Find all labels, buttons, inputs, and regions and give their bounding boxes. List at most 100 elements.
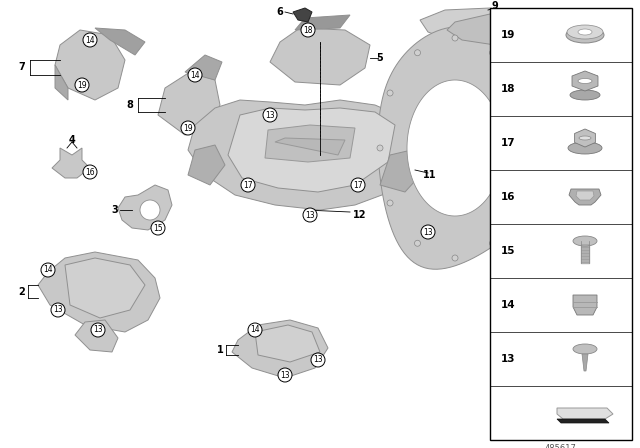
Text: 13: 13 bbox=[423, 228, 433, 237]
Text: 19: 19 bbox=[77, 81, 87, 90]
Text: 7: 7 bbox=[19, 62, 26, 72]
Text: 14: 14 bbox=[190, 70, 200, 79]
Text: 16: 16 bbox=[85, 168, 95, 177]
Polygon shape bbox=[118, 185, 172, 230]
Circle shape bbox=[303, 208, 317, 222]
Polygon shape bbox=[569, 189, 601, 205]
Circle shape bbox=[452, 255, 458, 261]
Polygon shape bbox=[378, 27, 548, 269]
Polygon shape bbox=[295, 15, 350, 30]
Text: 18: 18 bbox=[500, 84, 515, 94]
Text: 2: 2 bbox=[19, 287, 26, 297]
Text: 19: 19 bbox=[501, 30, 515, 40]
Text: 14: 14 bbox=[543, 206, 553, 215]
Text: 16: 16 bbox=[500, 192, 515, 202]
Circle shape bbox=[83, 33, 97, 47]
Polygon shape bbox=[270, 28, 370, 85]
Polygon shape bbox=[52, 148, 90, 178]
Text: 5: 5 bbox=[376, 53, 383, 63]
Polygon shape bbox=[573, 295, 597, 315]
Circle shape bbox=[527, 145, 533, 151]
Polygon shape bbox=[188, 145, 225, 185]
Text: 8: 8 bbox=[127, 100, 133, 110]
Circle shape bbox=[415, 240, 420, 246]
Polygon shape bbox=[525, 208, 555, 242]
Polygon shape bbox=[447, 14, 530, 45]
Circle shape bbox=[541, 203, 555, 217]
Circle shape bbox=[140, 200, 160, 220]
Polygon shape bbox=[420, 8, 550, 48]
Text: 13: 13 bbox=[265, 111, 275, 120]
Text: 13: 13 bbox=[313, 356, 323, 365]
Ellipse shape bbox=[566, 27, 604, 43]
Text: 13: 13 bbox=[305, 211, 315, 220]
Text: 17: 17 bbox=[353, 181, 363, 190]
Circle shape bbox=[51, 303, 65, 317]
Ellipse shape bbox=[568, 142, 602, 154]
Circle shape bbox=[387, 90, 393, 96]
Text: 4: 4 bbox=[68, 135, 76, 145]
Circle shape bbox=[75, 78, 89, 92]
Text: 19: 19 bbox=[183, 124, 193, 133]
Circle shape bbox=[278, 368, 292, 382]
Polygon shape bbox=[576, 191, 594, 200]
Circle shape bbox=[517, 90, 523, 96]
Text: 9: 9 bbox=[492, 1, 499, 11]
Polygon shape bbox=[55, 30, 125, 100]
Text: 20: 20 bbox=[514, 215, 526, 224]
Text: 1: 1 bbox=[216, 345, 223, 355]
Circle shape bbox=[241, 178, 255, 192]
Circle shape bbox=[387, 200, 393, 206]
Polygon shape bbox=[582, 354, 588, 371]
Circle shape bbox=[188, 68, 202, 82]
Text: 15: 15 bbox=[500, 246, 515, 256]
Circle shape bbox=[311, 353, 325, 367]
Polygon shape bbox=[188, 100, 420, 210]
Circle shape bbox=[535, 231, 549, 245]
Polygon shape bbox=[265, 125, 355, 162]
Polygon shape bbox=[65, 258, 145, 318]
Text: 13: 13 bbox=[93, 326, 103, 335]
Ellipse shape bbox=[573, 344, 597, 354]
Circle shape bbox=[377, 145, 383, 151]
Polygon shape bbox=[75, 320, 118, 352]
Circle shape bbox=[301, 23, 315, 37]
Ellipse shape bbox=[578, 78, 592, 83]
Text: 13: 13 bbox=[537, 233, 547, 242]
Circle shape bbox=[263, 108, 277, 122]
Text: 10: 10 bbox=[524, 105, 537, 115]
Circle shape bbox=[452, 35, 458, 41]
Polygon shape bbox=[255, 325, 320, 362]
Polygon shape bbox=[557, 419, 609, 423]
Polygon shape bbox=[407, 80, 503, 216]
Ellipse shape bbox=[570, 90, 600, 100]
Text: 13: 13 bbox=[500, 354, 515, 364]
Text: 13: 13 bbox=[53, 306, 63, 314]
Circle shape bbox=[91, 323, 105, 337]
Text: 11: 11 bbox=[423, 170, 436, 180]
Circle shape bbox=[517, 200, 523, 206]
Circle shape bbox=[83, 165, 97, 179]
Circle shape bbox=[248, 323, 262, 337]
Text: 18: 18 bbox=[303, 26, 313, 34]
Polygon shape bbox=[557, 408, 613, 419]
Ellipse shape bbox=[573, 236, 597, 246]
Circle shape bbox=[490, 50, 495, 56]
Polygon shape bbox=[55, 65, 68, 100]
Ellipse shape bbox=[579, 136, 591, 140]
Circle shape bbox=[421, 225, 435, 239]
Text: 14: 14 bbox=[250, 326, 260, 335]
Polygon shape bbox=[95, 28, 145, 55]
Polygon shape bbox=[275, 138, 345, 155]
Circle shape bbox=[41, 263, 55, 277]
Text: 14: 14 bbox=[500, 300, 515, 310]
Text: 14: 14 bbox=[85, 35, 95, 44]
Text: 17: 17 bbox=[243, 181, 253, 190]
Polygon shape bbox=[38, 252, 160, 332]
Circle shape bbox=[415, 50, 420, 56]
Text: 6: 6 bbox=[276, 7, 284, 17]
Text: 13: 13 bbox=[280, 370, 290, 379]
Circle shape bbox=[181, 121, 195, 135]
Text: 3: 3 bbox=[111, 205, 118, 215]
Text: 15: 15 bbox=[153, 224, 163, 233]
